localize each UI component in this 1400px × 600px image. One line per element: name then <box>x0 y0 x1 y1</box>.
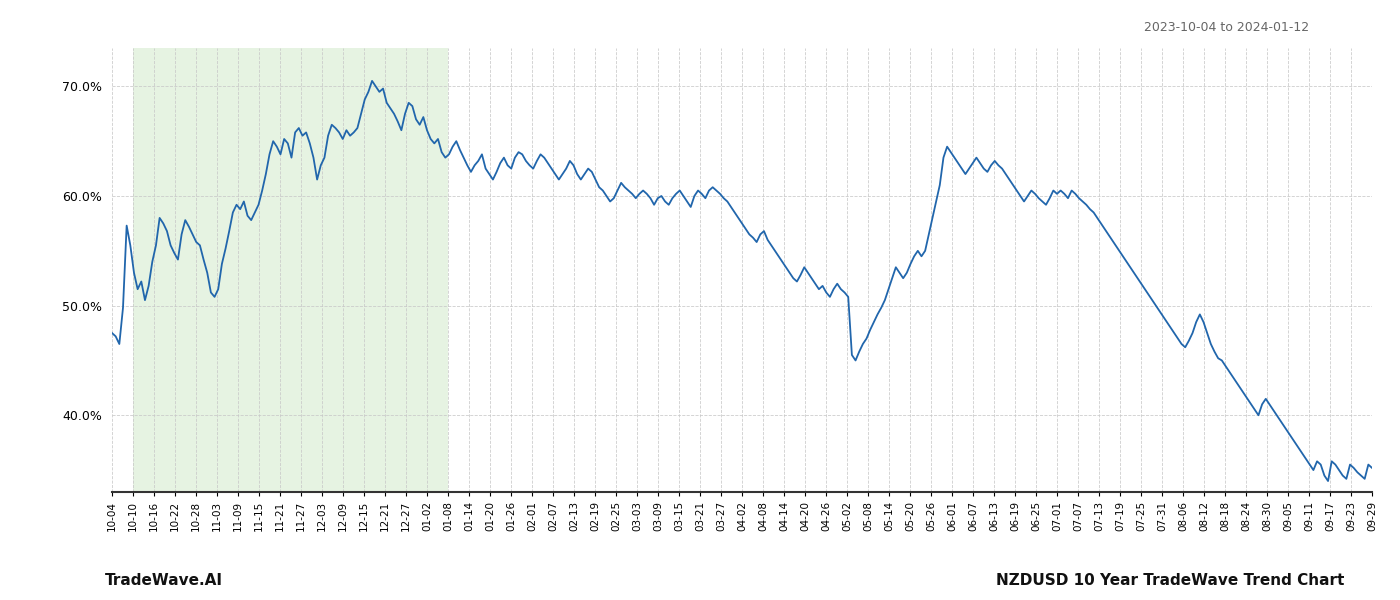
Text: TradeWave.AI: TradeWave.AI <box>105 573 223 588</box>
Text: NZDUSD 10 Year TradeWave Trend Chart: NZDUSD 10 Year TradeWave Trend Chart <box>995 573 1344 588</box>
Bar <box>133 48 448 492</box>
Text: 2023-10-04 to 2024-01-12: 2023-10-04 to 2024-01-12 <box>1144 21 1309 34</box>
